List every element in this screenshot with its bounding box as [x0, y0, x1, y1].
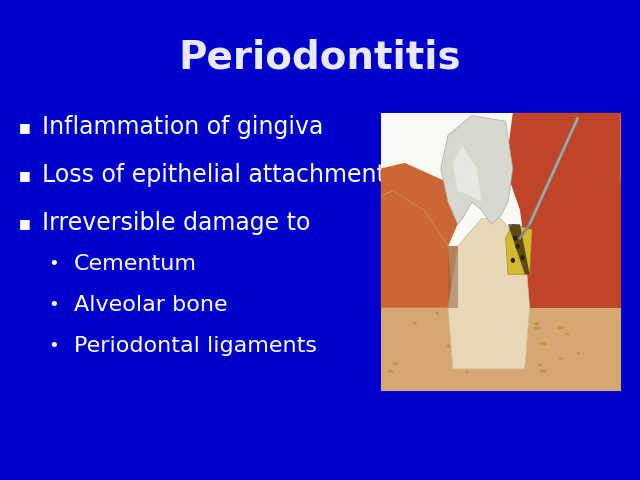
Ellipse shape: [515, 244, 520, 249]
Text: Irreversible damage to: Irreversible damage to: [42, 211, 310, 235]
Ellipse shape: [385, 283, 390, 286]
Text: •: •: [48, 255, 59, 273]
Ellipse shape: [557, 326, 563, 329]
Bar: [381, 246, 621, 391]
Ellipse shape: [443, 260, 449, 263]
Ellipse shape: [520, 255, 525, 260]
Ellipse shape: [418, 295, 422, 297]
Ellipse shape: [534, 323, 539, 325]
Text: ■: ■: [19, 168, 31, 182]
Ellipse shape: [466, 371, 468, 372]
Ellipse shape: [413, 323, 417, 324]
Text: Inflammation of gingiva: Inflammation of gingiva: [42, 115, 323, 139]
Text: Alveolar bone: Alveolar bone: [74, 295, 227, 315]
Polygon shape: [453, 146, 481, 202]
Ellipse shape: [565, 334, 569, 335]
Ellipse shape: [484, 335, 490, 338]
Ellipse shape: [534, 327, 540, 329]
Ellipse shape: [476, 280, 479, 282]
Bar: [381, 113, 621, 391]
Polygon shape: [448, 246, 458, 308]
Text: Periodontitis: Periodontitis: [179, 38, 461, 77]
Ellipse shape: [488, 361, 492, 364]
Text: Cementum: Cementum: [74, 254, 196, 274]
Polygon shape: [508, 224, 529, 274]
Ellipse shape: [552, 261, 556, 263]
Ellipse shape: [482, 355, 486, 357]
Ellipse shape: [570, 302, 575, 305]
Polygon shape: [506, 224, 532, 274]
Ellipse shape: [435, 312, 438, 314]
Polygon shape: [381, 163, 458, 246]
Polygon shape: [506, 113, 621, 308]
Ellipse shape: [509, 283, 514, 286]
Ellipse shape: [511, 258, 515, 263]
Ellipse shape: [543, 284, 547, 286]
Text: Loss of epithelial attachment: Loss of epithelial attachment: [42, 163, 385, 187]
Ellipse shape: [511, 344, 513, 346]
Ellipse shape: [529, 279, 533, 281]
Text: Periodontal ligaments: Periodontal ligaments: [74, 336, 317, 356]
Polygon shape: [381, 191, 453, 308]
Polygon shape: [441, 116, 513, 224]
Text: •: •: [48, 336, 59, 355]
Text: ■: ■: [19, 120, 31, 134]
Text: ■: ■: [19, 216, 31, 230]
Ellipse shape: [556, 284, 559, 285]
Ellipse shape: [577, 353, 579, 354]
Ellipse shape: [447, 345, 452, 348]
Ellipse shape: [463, 260, 468, 263]
Ellipse shape: [559, 358, 563, 360]
Ellipse shape: [538, 364, 541, 366]
Ellipse shape: [469, 344, 474, 346]
Ellipse shape: [388, 370, 394, 373]
Ellipse shape: [393, 362, 398, 365]
Polygon shape: [448, 218, 529, 369]
Text: •: •: [48, 296, 59, 314]
Ellipse shape: [513, 365, 515, 366]
Ellipse shape: [513, 236, 517, 240]
Ellipse shape: [540, 370, 546, 372]
Ellipse shape: [468, 323, 471, 325]
Ellipse shape: [556, 302, 561, 304]
Ellipse shape: [541, 342, 547, 345]
Ellipse shape: [600, 268, 605, 270]
Polygon shape: [529, 182, 621, 308]
